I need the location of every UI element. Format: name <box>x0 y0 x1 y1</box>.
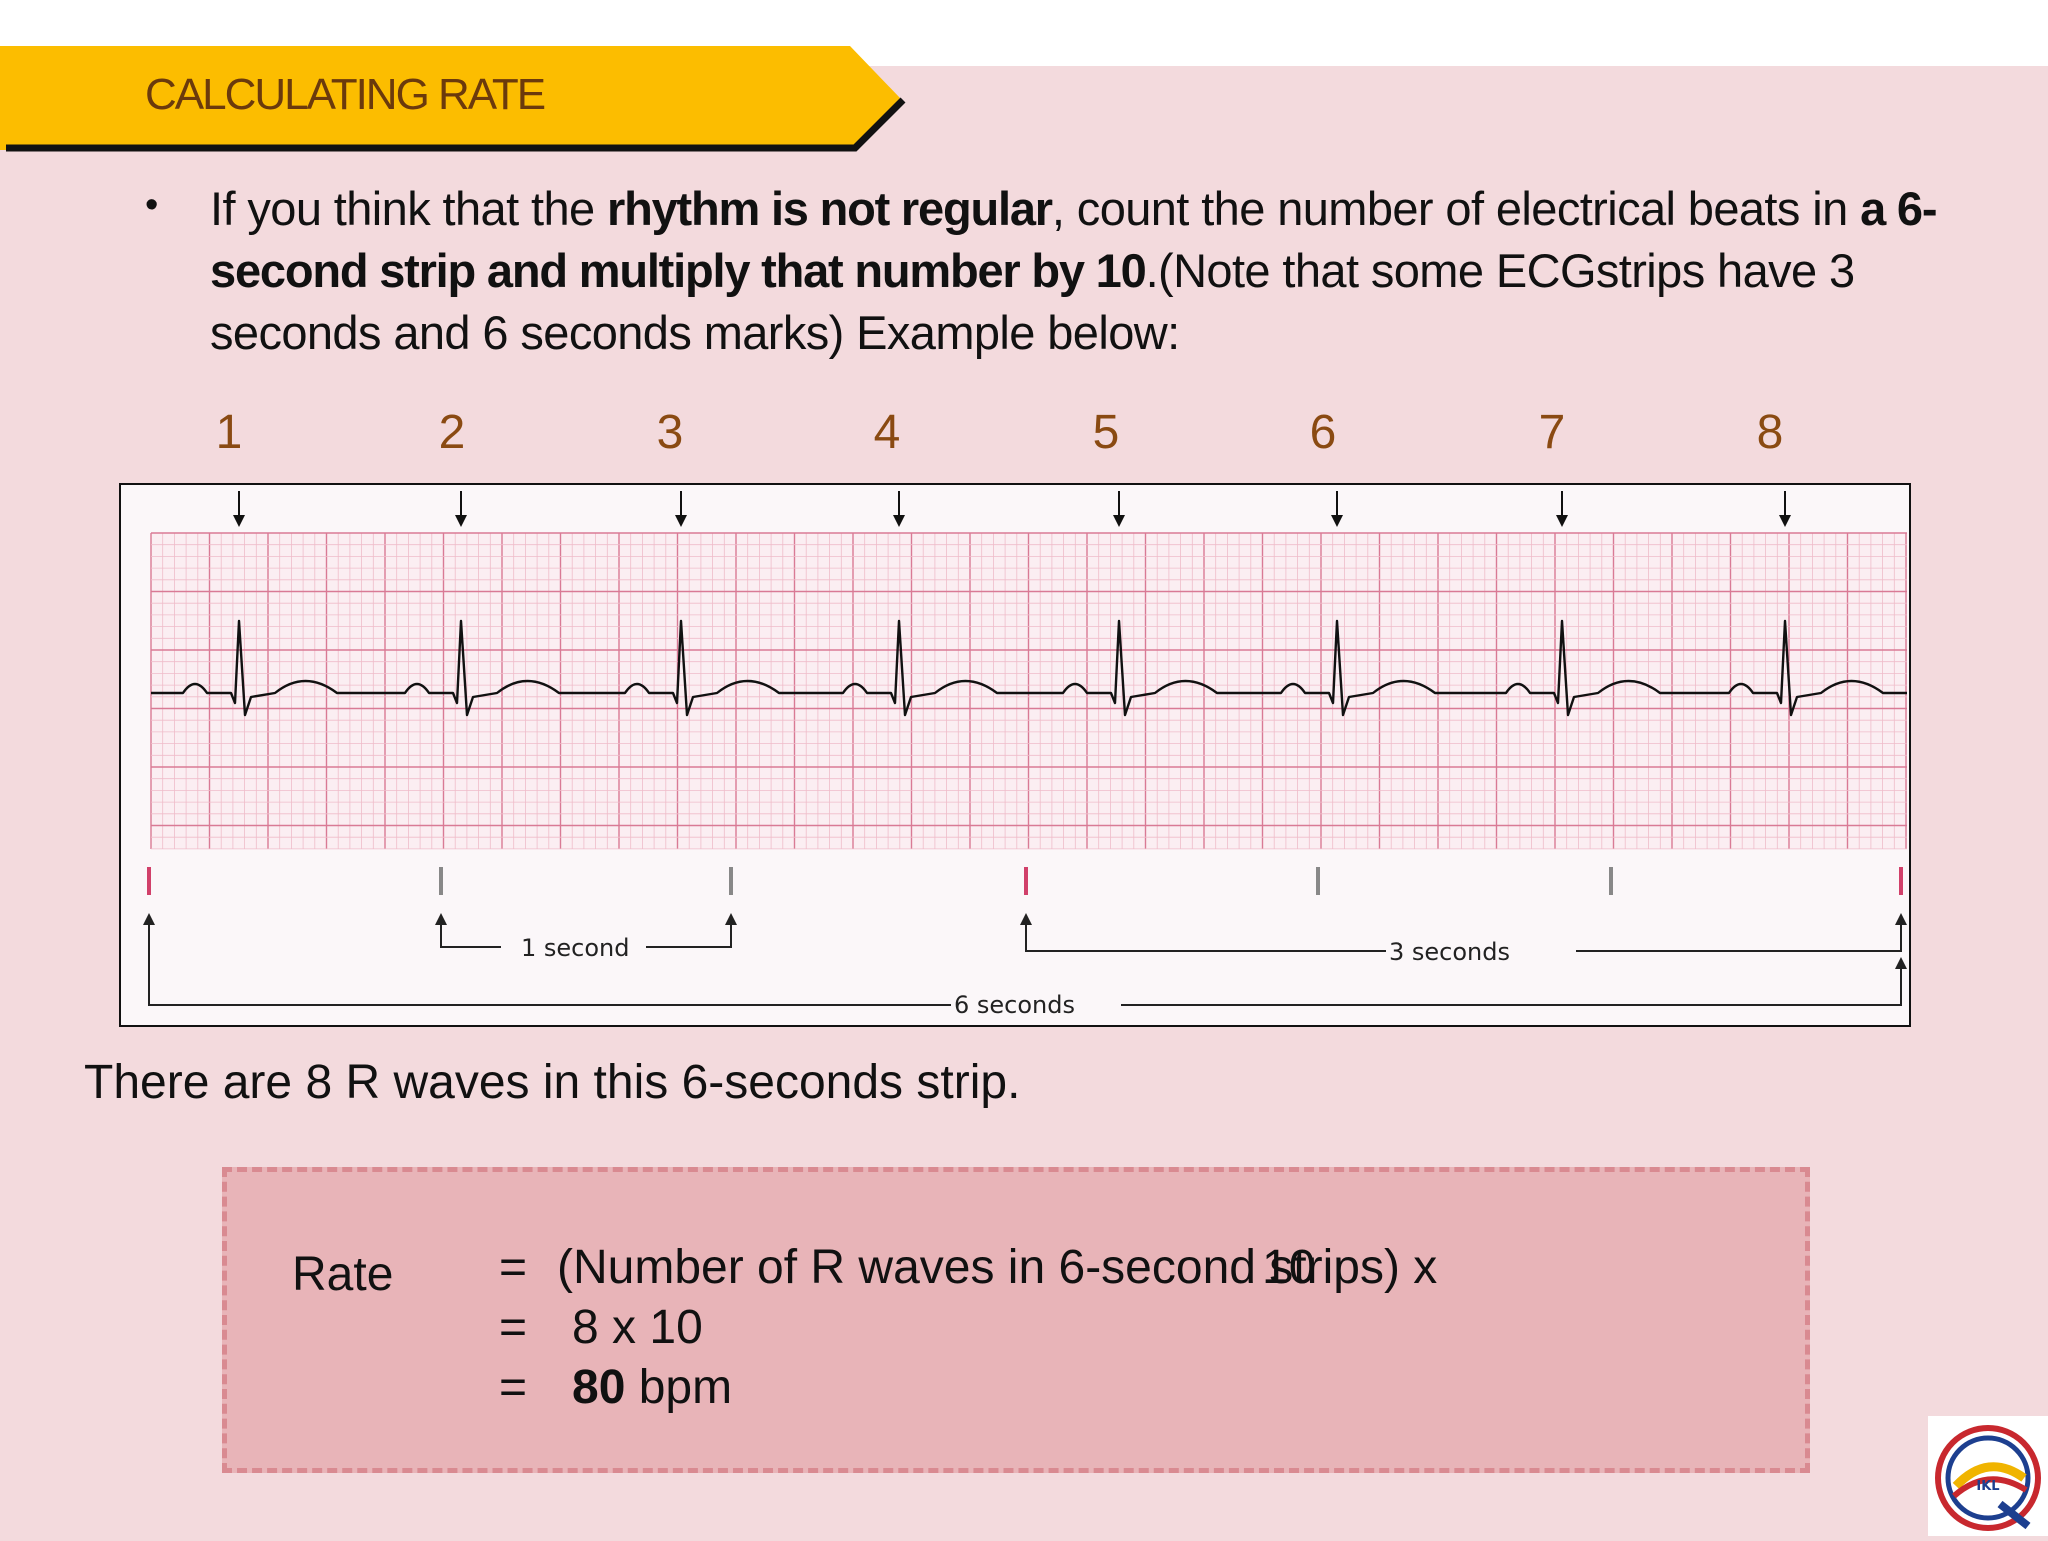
header-banner <box>0 46 910 156</box>
six-seconds-label: 6 seconds <box>954 991 1075 1019</box>
summary-text: There are 8 R waves in this 6-seconds st… <box>84 1056 1021 1109</box>
rate-calculation-box: Rate = (Number of R waves in 6-second st… <box>222 1167 1810 1473</box>
time-marks <box>147 867 1903 895</box>
rate-multiplier: 10 <box>1262 1241 1316 1294</box>
ecg-strip-image: 1 second 3 seconds 6 seconds <box>119 483 1911 1027</box>
beat-arrowhead <box>1779 515 1791 527</box>
beat-arrows <box>233 491 1791 527</box>
beat-number: 6 <box>1309 406 1337 459</box>
ikl-logo-icon: IKL <box>1928 1416 2048 1536</box>
beat-arrowhead <box>455 515 467 527</box>
beat-arrowhead <box>1113 515 1125 527</box>
equals-sign: = <box>499 1361 528 1414</box>
equals-sign: = <box>499 1301 528 1354</box>
beat-number: 3 <box>656 406 684 459</box>
beat-arrowhead <box>233 515 245 527</box>
three-seconds-label: 3 seconds <box>1389 938 1510 966</box>
beat-number: 7 <box>1538 406 1566 459</box>
beat-arrowhead <box>1556 515 1568 527</box>
ecg-grid <box>150 532 1907 850</box>
beat-arrowhead <box>675 515 687 527</box>
one-second-label: 1 second <box>521 934 630 962</box>
beat-number: 1 <box>215 406 243 459</box>
svg-text:IKL: IKL <box>1976 1479 1999 1494</box>
bullet-marker: • <box>145 184 159 226</box>
beat-number: 8 <box>1756 406 1784 459</box>
rate-label: Rate <box>292 1248 394 1301</box>
beat-number: 5 <box>1092 406 1120 459</box>
bracket-arrowheads <box>143 913 1907 969</box>
beat-number: 2 <box>438 406 466 459</box>
rate-formula: (Number of R waves in 6-second strips) x <box>557 1241 1438 1294</box>
ecg-strip: 1 second 3 seconds 6 seconds <box>143 491 1907 1019</box>
beat-number: 4 <box>873 406 901 459</box>
equals-sign: = <box>499 1241 528 1294</box>
bullet-text: If you think that the rhythm is not regu… <box>210 182 1937 359</box>
banner-shape <box>0 46 906 152</box>
rate-substitution: 8 x 10 <box>572 1301 703 1354</box>
slide-title: CALCULATING RATE <box>145 70 546 119</box>
ecg-trace <box>151 619 1907 717</box>
interval-brackets <box>148 921 1902 1006</box>
rate-result: 80 bpm <box>572 1361 733 1414</box>
beat-arrowhead <box>893 515 905 527</box>
beat-arrowhead <box>1331 515 1343 527</box>
